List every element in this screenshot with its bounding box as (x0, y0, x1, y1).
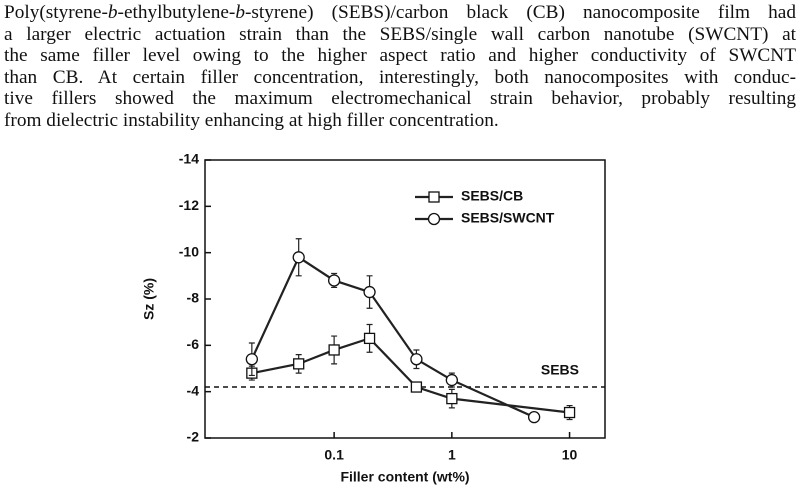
marker (527, 410, 541, 424)
marker (327, 274, 341, 287)
x-tick-label: 0.1 (324, 447, 344, 463)
marker (410, 353, 423, 366)
marker (363, 332, 376, 345)
text-line: tive fillers showed the maximum electrom… (4, 88, 796, 109)
legend-marker (428, 191, 440, 203)
text-line: than CB. At certain filler concentration… (4, 66, 796, 88)
y-tick-label: -14 (179, 151, 199, 167)
y-tick-label: -10 (179, 243, 199, 259)
y-tick-label: -8 (187, 290, 200, 306)
text-line: from dielectric instability enhancing at… (4, 109, 499, 131)
x-tick-label: 10 (562, 447, 578, 463)
text: Poly(styrene- (4, 2, 108, 23)
legend-label: SEBS/SWCNT (461, 210, 555, 226)
marker (293, 358, 305, 370)
text: b (107, 2, 118, 23)
text: -styrene) (SEBS)/carbon black (CB) nanoc… (244, 2, 796, 23)
text-line: a larger electric actuation strain than … (4, 23, 796, 45)
marker (363, 285, 376, 299)
y-tick-label: -4 (187, 382, 200, 398)
paragraph: Poly(styrene-b-ethylbutylene-b-styrene) … (4, 2, 796, 131)
marker (446, 392, 458, 405)
marker (563, 406, 576, 419)
text: b (235, 2, 245, 23)
legend-label: SEBS/CB (461, 188, 523, 204)
marker (410, 381, 423, 393)
marker (292, 251, 305, 264)
marker (445, 373, 458, 387)
marker (245, 353, 258, 366)
y-tick-label: -6 (187, 336, 200, 352)
y-tick-label: -12 (179, 197, 199, 213)
x-axis-label: Filler content (wt%) (340, 469, 469, 485)
series-line (250, 255, 535, 419)
plot-frame (204, 159, 606, 439)
x-tick-label: 1 (448, 447, 456, 463)
reference-label: SEBS (541, 362, 579, 378)
text-line: Poly(styrene-b-ethylbutylene-b-styrene) … (4, 2, 796, 24)
y-tick-label: -2 (187, 429, 200, 445)
marker (328, 344, 340, 356)
text: -ethylbutylene- (117, 2, 236, 23)
legend-marker (427, 212, 441, 226)
y-axis-label: Sz (%) (141, 278, 157, 320)
text-line: the same filler level owing to the highe… (4, 45, 796, 66)
